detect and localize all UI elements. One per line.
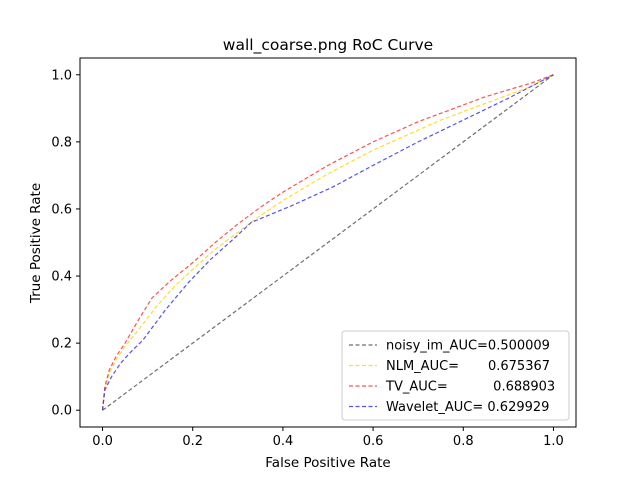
y-tick-label-1: 0.2 bbox=[51, 337, 72, 352]
legend: noisy_im_AUC=0.500009 NLM_AUC= 0.675367 TV… bbox=[341, 330, 570, 421]
series-line-2 bbox=[101, 74, 554, 411]
axes-layer: 0.0 0.2 0.4 0.6 0.8 1.0 0.0 0.2 0.4 0.6 0.8 1.0 bbox=[51, 57, 577, 449]
series-line-0 bbox=[102, 74, 554, 411]
x-tick-label-1: 0.2 bbox=[182, 434, 203, 449]
y-tick-label-4: 0.8 bbox=[51, 135, 72, 150]
x-tick-label-3: 0.6 bbox=[363, 434, 384, 449]
legend-label-2: TV_AUC= 0.688903 bbox=[385, 380, 555, 395]
legend-label-1: NLM_AUC= 0.675367 bbox=[386, 359, 550, 374]
series-line-3 bbox=[101, 74, 554, 411]
plot-frame bbox=[79, 57, 577, 428]
y-axis-label: True Positive Rate bbox=[28, 183, 44, 304]
y-tick-label-2: 0.4 bbox=[51, 270, 72, 285]
x-tick-label-5: 1.0 bbox=[543, 434, 564, 449]
chart-title: wall_coarse.png RoC Curve bbox=[223, 36, 433, 55]
y-tick-label-0: 0.0 bbox=[51, 404, 72, 419]
legend-label-3: Wavelet_AUC= 0.629929 bbox=[386, 400, 549, 415]
x-tick-label-4: 0.8 bbox=[453, 434, 474, 449]
y-tick-label-3: 0.6 bbox=[51, 202, 72, 217]
x-tick-label-0: 0.0 bbox=[92, 434, 113, 449]
series-line-1 bbox=[101, 74, 554, 411]
x-axis-label: False Positive Rate bbox=[265, 455, 390, 471]
legend-label-0: noisy_im_AUC=0.500009 bbox=[386, 339, 550, 354]
y-tick-label-5: 1.0 bbox=[51, 68, 72, 83]
legend-box bbox=[341, 330, 570, 421]
series-layer bbox=[101, 74, 554, 411]
x-tick-label-2: 0.4 bbox=[273, 434, 294, 449]
